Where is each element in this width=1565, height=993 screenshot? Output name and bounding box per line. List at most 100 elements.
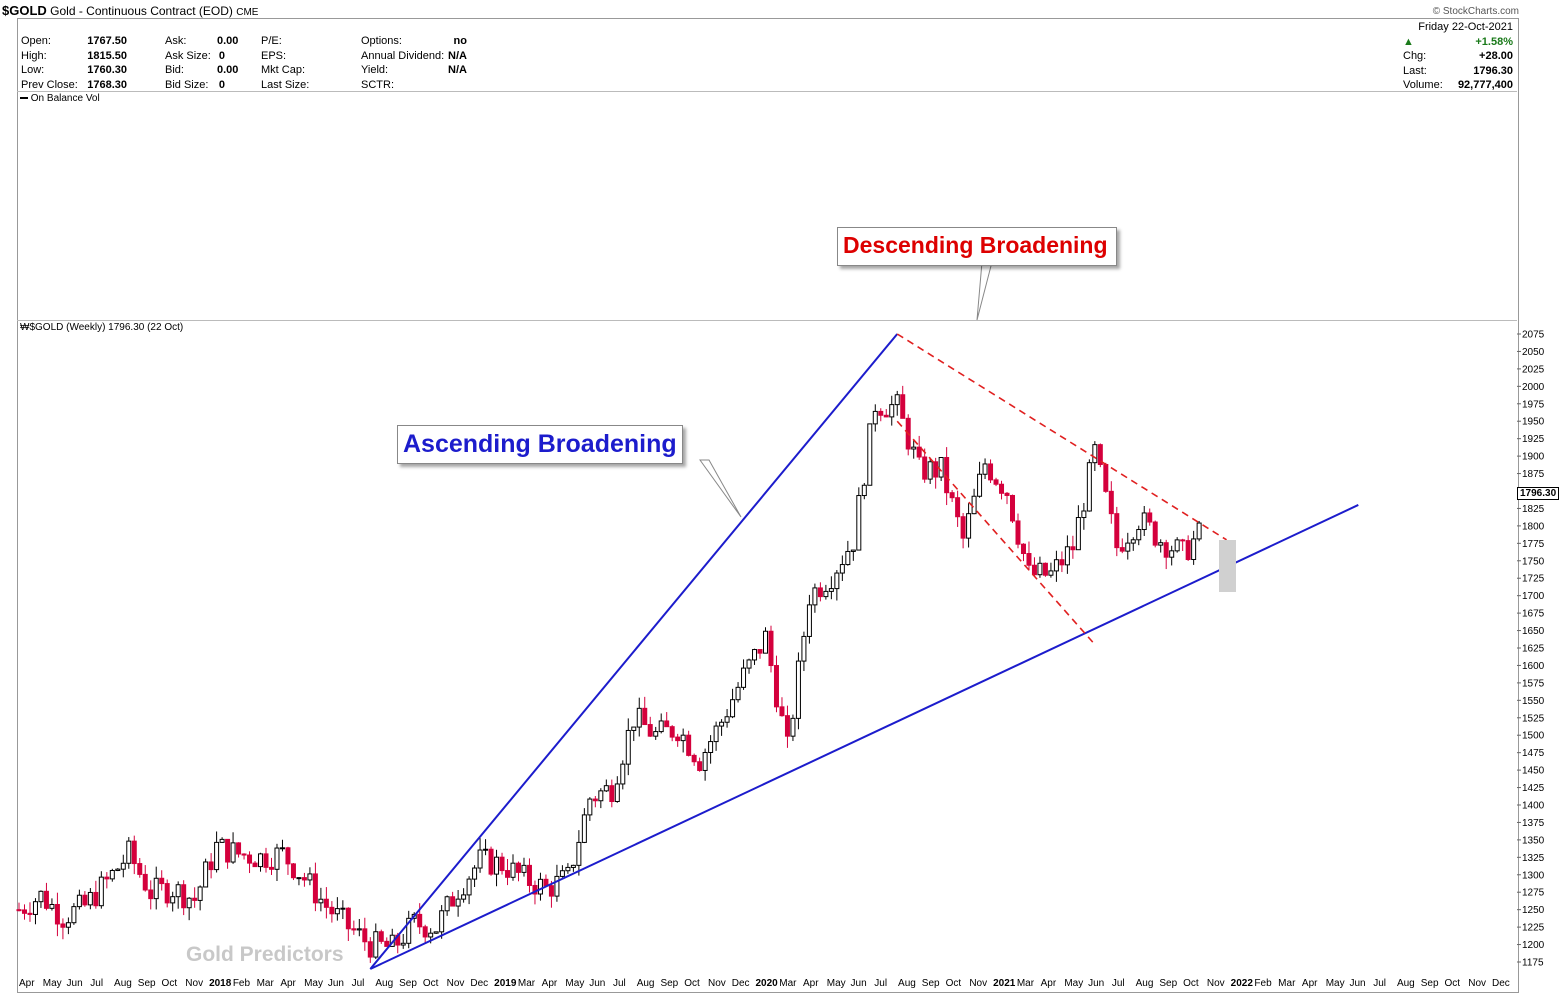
y-tick-label: 1300: [1522, 870, 1545, 881]
x-tick-label: Sep: [1159, 978, 1177, 989]
candle-body: [1158, 542, 1164, 546]
candle-body: [1191, 538, 1197, 561]
quote-value: 1768.30: [87, 78, 127, 91]
candle-body: [1125, 542, 1131, 552]
quote-label: Volume:: [1403, 79, 1443, 91]
candle-body: [1026, 553, 1032, 566]
candle-body: [181, 884, 187, 909]
quote-label: Ask Size:: [165, 49, 211, 62]
y-tick-label: 2050: [1522, 347, 1545, 358]
trend-lines-group: [369, 333, 1359, 970]
candle-body: [768, 630, 774, 667]
candle-body: [164, 883, 170, 904]
x-tick-label: May: [1326, 978, 1345, 989]
x-tick-label: Sep: [922, 978, 940, 989]
quote-value: N/A: [448, 64, 467, 76]
x-tick-label: 2019: [494, 978, 517, 989]
y-tick-label: 1225: [1522, 923, 1545, 934]
candle-body: [757, 649, 763, 654]
candle-body: [1141, 512, 1147, 531]
x-tick-label: Jun: [1088, 978, 1104, 989]
candle-body: [1152, 521, 1158, 546]
descending-broadening-callout: Descending Broadening: [837, 227, 1117, 266]
exchange-label: CME: [236, 7, 259, 18]
quote-label: Options:: [361, 35, 402, 47]
candle-body: [999, 483, 1005, 494]
candle-body: [488, 848, 494, 875]
quote-label: Open:: [21, 35, 51, 47]
candle-body: [378, 931, 384, 942]
x-tick-label: Nov: [447, 978, 465, 989]
candle-body: [752, 649, 758, 661]
y-tick-label: 1650: [1522, 626, 1545, 637]
candle-body: [1185, 540, 1191, 561]
y-tick-label: 1500: [1522, 731, 1545, 742]
y-tick-label: 1450: [1522, 766, 1545, 777]
candle-body: [894, 394, 900, 406]
candle-body: [1075, 517, 1081, 551]
candle-body: [955, 497, 961, 518]
ascending-broadening-callout: Ascending Broadening: [397, 425, 683, 464]
candle-body: [225, 838, 231, 863]
candle-body: [258, 853, 264, 868]
x-tick-label: Feb: [233, 978, 251, 989]
candle-body: [982, 463, 988, 475]
y-tick-label: 2000: [1522, 382, 1545, 393]
y-tick-label: 1950: [1522, 417, 1545, 428]
x-tick-label: Aug: [114, 978, 132, 989]
candle-body: [472, 867, 478, 880]
x-axis: Apr May Jun Jul Aug Sep Oct Nov 2018 Feb Mar Apr May…: [19, 978, 1510, 989]
candle-body: [916, 446, 922, 458]
candle-body: [817, 587, 823, 598]
y-tick-label: 2025: [1522, 364, 1545, 375]
candle-body: [971, 495, 977, 515]
x-tick-label: Sep: [399, 978, 417, 989]
candle-body: [477, 849, 483, 869]
y-tick-label: 1825: [1522, 504, 1545, 515]
y-tick-label: 1800: [1522, 521, 1545, 532]
y-tick-label: 1400: [1522, 801, 1545, 812]
y-tick-label: 2075: [1522, 330, 1545, 341]
candle-body: [142, 873, 148, 891]
candle-body: [949, 492, 955, 499]
candle-body: [400, 942, 406, 946]
candle-body: [702, 751, 708, 771]
candle-body: [356, 928, 362, 931]
candle-body: [812, 587, 818, 606]
quote-value: 0: [218, 78, 225, 91]
candle-body: [719, 721, 725, 727]
x-tick-label: Mar: [518, 978, 536, 989]
x-tick-label: Apr: [803, 978, 819, 989]
quote-col1: Open: 1767.50 High: 1815.50 Low: 1760.30 Prev …: [21, 34, 127, 92]
quote-label: Last Size:: [261, 78, 310, 91]
x-tick-label: Apr: [19, 978, 35, 989]
candle-body: [483, 848, 489, 851]
candle-body: [219, 838, 225, 843]
quote-label: Chg:: [1403, 50, 1427, 62]
y-tick-label: 1675: [1522, 609, 1545, 620]
info-divider: [17, 91, 1517, 92]
x-tick-label: Sep: [1421, 978, 1439, 989]
candle-body: [603, 785, 609, 792]
candle-body: [878, 410, 884, 416]
x-tick-label: 2020: [756, 978, 779, 989]
candle-body: [839, 564, 845, 574]
quote-date: Friday 22-Oct-2021: [1418, 21, 1513, 33]
candle-body: [1015, 520, 1021, 545]
candle-body: [988, 463, 994, 481]
candle-body: [131, 840, 137, 865]
candle-body: [192, 897, 198, 901]
x-tick-label: Jul: [1373, 978, 1386, 989]
quote-value: 0: [218, 49, 225, 62]
candle-body: [631, 726, 637, 731]
quote-value: N/A: [448, 49, 467, 62]
candle-body: [21, 909, 27, 914]
candle-body: [450, 896, 456, 907]
candle-body: [1114, 513, 1120, 549]
x-tick-label: Jul: [1112, 978, 1125, 989]
candle-body: [669, 726, 675, 738]
quote-value: 1796.30: [1473, 64, 1513, 77]
x-tick-label: 2018: [209, 978, 232, 989]
x-tick-label: Jul: [352, 978, 365, 989]
